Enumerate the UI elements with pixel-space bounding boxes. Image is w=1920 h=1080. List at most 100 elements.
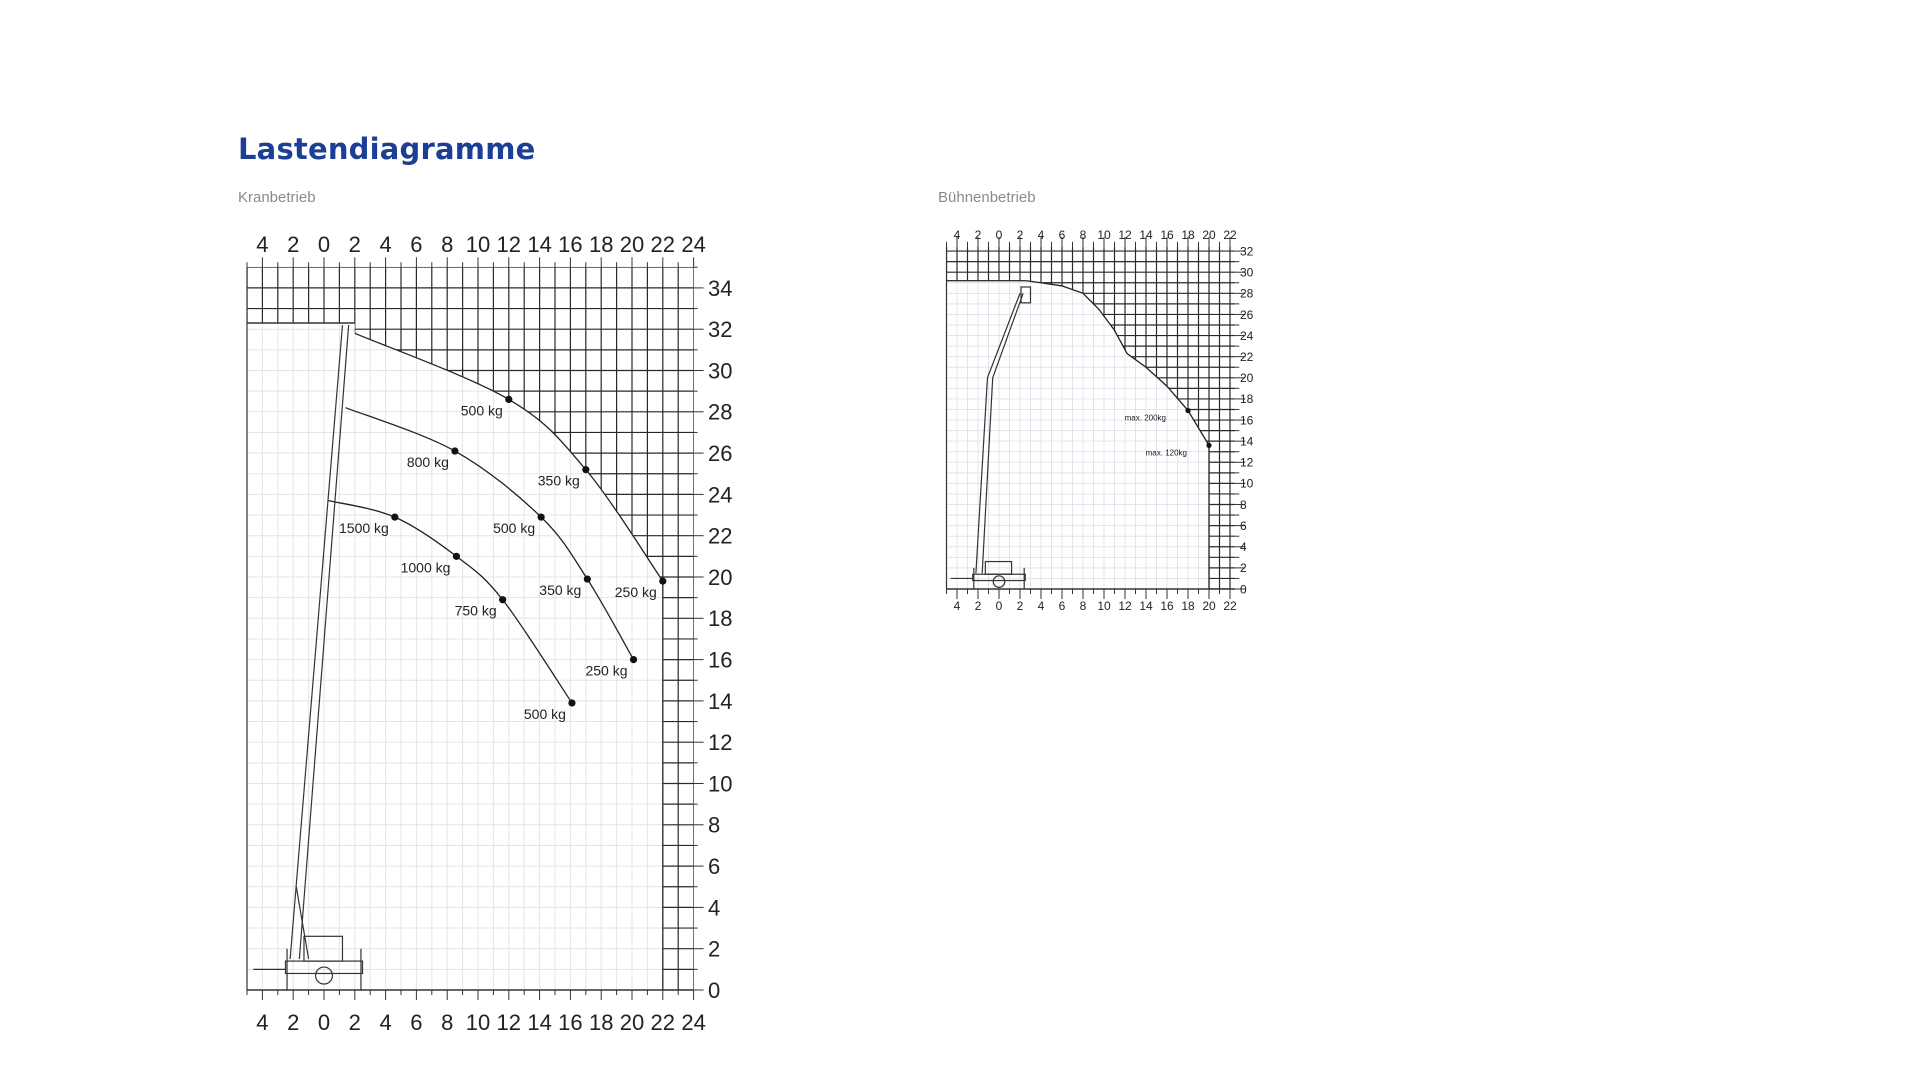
x-tick-label-bottom: 8 bbox=[441, 1010, 453, 1035]
chart-title-kranbetrieb: Kranbetrieb bbox=[238, 189, 316, 206]
x-tick-label-top: 2 bbox=[287, 232, 299, 257]
y-tick-label: 30 bbox=[708, 358, 732, 383]
load-label: 750 kg bbox=[455, 603, 497, 619]
load-point bbox=[451, 447, 459, 455]
y-tick-label: 6 bbox=[708, 854, 720, 879]
aerial-platform-icon bbox=[950, 286, 1032, 589]
x-tick-label-top: 12 bbox=[1118, 228, 1132, 242]
x-tick-label-bottom: 12 bbox=[497, 1010, 521, 1035]
y-tick-label: 16 bbox=[1240, 413, 1254, 427]
x-tick-label-bottom: 4 bbox=[1038, 599, 1045, 613]
load-label: 800 kg bbox=[407, 454, 449, 470]
load-point bbox=[391, 513, 399, 521]
x-tick-label-bottom: 0 bbox=[318, 1010, 330, 1035]
x-tick-label-bottom: 14 bbox=[527, 1010, 551, 1035]
x-tick-label-bottom: 20 bbox=[1202, 599, 1216, 613]
load-point bbox=[499, 596, 507, 604]
x-tick-label-top: 22 bbox=[651, 232, 675, 257]
load-label: 500 kg bbox=[461, 402, 503, 418]
x-tick-label-top: 18 bbox=[1181, 228, 1195, 242]
x-tick-label-top: 24 bbox=[681, 232, 705, 257]
x-tick-label-bottom: 0 bbox=[996, 599, 1003, 613]
x-tick-label-bottom: 4 bbox=[256, 1010, 268, 1035]
x-tick-label-bottom: 20 bbox=[620, 1010, 644, 1035]
x-tick-label-bottom: 22 bbox=[1223, 599, 1237, 613]
x-tick-label-top: 16 bbox=[558, 232, 582, 257]
basket-icon bbox=[1020, 286, 1032, 304]
light-grid bbox=[246, 266, 695, 991]
x-tick-label-top: 20 bbox=[1202, 228, 1216, 242]
load-point bbox=[1185, 407, 1191, 414]
load-curve-1 bbox=[345, 407, 635, 660]
x-tick-label-bottom: 2 bbox=[1017, 599, 1024, 613]
load-point bbox=[537, 513, 545, 521]
y-tick-label: 12 bbox=[708, 730, 732, 755]
x-tick-label-top: 4 bbox=[379, 232, 391, 257]
x-tick-label-bottom: 6 bbox=[1059, 599, 1066, 613]
x-tick-label-top: 18 bbox=[589, 232, 613, 257]
cab-icon bbox=[303, 935, 344, 962]
load-curve-0 bbox=[1025, 280, 1210, 446]
chart-title-buehnenbetrieb: Bühnenbetrieb bbox=[938, 189, 1036, 206]
y-tick-label: 14 bbox=[1240, 434, 1254, 448]
x-tick-label-top: 8 bbox=[441, 232, 453, 257]
load-point bbox=[659, 577, 667, 585]
y-tick-label: 28 bbox=[708, 400, 732, 425]
x-tick-label-top: 14 bbox=[527, 232, 551, 257]
load-label: 250 kg bbox=[615, 584, 657, 600]
load-point bbox=[505, 395, 513, 404]
y-tick-label: 18 bbox=[1240, 392, 1254, 406]
y-tick-label: 34 bbox=[708, 276, 732, 301]
y-tick-label: 26 bbox=[708, 441, 732, 466]
load-label: 1000 kg bbox=[401, 559, 451, 575]
x-tick-label-bottom: 24 bbox=[681, 1010, 705, 1035]
x-tick-label-top: 16 bbox=[1160, 228, 1174, 242]
boom-icon bbox=[975, 293, 1024, 574]
x-tick-label-top: 4 bbox=[1038, 228, 1045, 242]
load-label: 500 kg bbox=[493, 520, 535, 536]
boom-icon bbox=[289, 325, 350, 960]
load-point bbox=[583, 575, 591, 583]
y-tick-label: 20 bbox=[1240, 371, 1254, 385]
y-tick-label: 12 bbox=[1240, 456, 1254, 470]
x-tick-label-bottom: 2 bbox=[349, 1010, 361, 1035]
load-point bbox=[1206, 442, 1212, 448]
y-tick-label: 4 bbox=[708, 895, 720, 920]
x-tick-label-top: 4 bbox=[954, 228, 961, 242]
load-point bbox=[452, 552, 461, 560]
y-tick-label: 18 bbox=[708, 606, 732, 631]
x-tick-label-top: 6 bbox=[1059, 228, 1066, 242]
x-tick-label-bottom: 2 bbox=[287, 1010, 299, 1035]
y-tick-label: 2 bbox=[708, 937, 720, 962]
x-tick-label-top: 10 bbox=[1097, 228, 1111, 242]
x-tick-label-bottom: 18 bbox=[1181, 599, 1195, 613]
x-tick-label-top: 0 bbox=[996, 228, 1003, 242]
wheel-icon bbox=[992, 575, 1006, 588]
x-tick-label-bottom: 10 bbox=[466, 1010, 490, 1035]
y-tick-label: 24 bbox=[1240, 329, 1254, 343]
x-tick-label-bottom: 16 bbox=[1160, 599, 1174, 613]
y-tick-label: 6 bbox=[1240, 519, 1247, 533]
load-point bbox=[582, 466, 590, 474]
x-tick-label-top: 10 bbox=[466, 232, 490, 257]
x-tick-label-bottom: 4 bbox=[954, 599, 961, 613]
load-label: max. 200kg bbox=[1125, 414, 1166, 423]
x-tick-label-top: 20 bbox=[620, 232, 644, 257]
page-title: Lastendiagramme bbox=[238, 132, 536, 166]
x-tick-label-top: 12 bbox=[497, 232, 521, 257]
x-tick-label-top: 2 bbox=[1017, 228, 1024, 242]
y-tick-label: 10 bbox=[708, 771, 732, 796]
load-label: 250 kg bbox=[585, 663, 627, 679]
x-tick-label-top: 6 bbox=[410, 232, 422, 257]
load-point bbox=[568, 699, 576, 707]
x-tick-label-bottom: 10 bbox=[1097, 599, 1111, 613]
load-label: 500 kg bbox=[524, 706, 566, 722]
x-tick-label-top: 22 bbox=[1223, 228, 1237, 242]
y-tick-label: 26 bbox=[1240, 308, 1254, 322]
y-tick-label: 10 bbox=[1240, 477, 1254, 491]
load-point bbox=[629, 656, 638, 664]
x-tick-label-bottom: 4 bbox=[379, 1010, 391, 1035]
load-label: max. 120kg bbox=[1146, 448, 1187, 457]
x-tick-label-top: 4 bbox=[256, 232, 268, 257]
